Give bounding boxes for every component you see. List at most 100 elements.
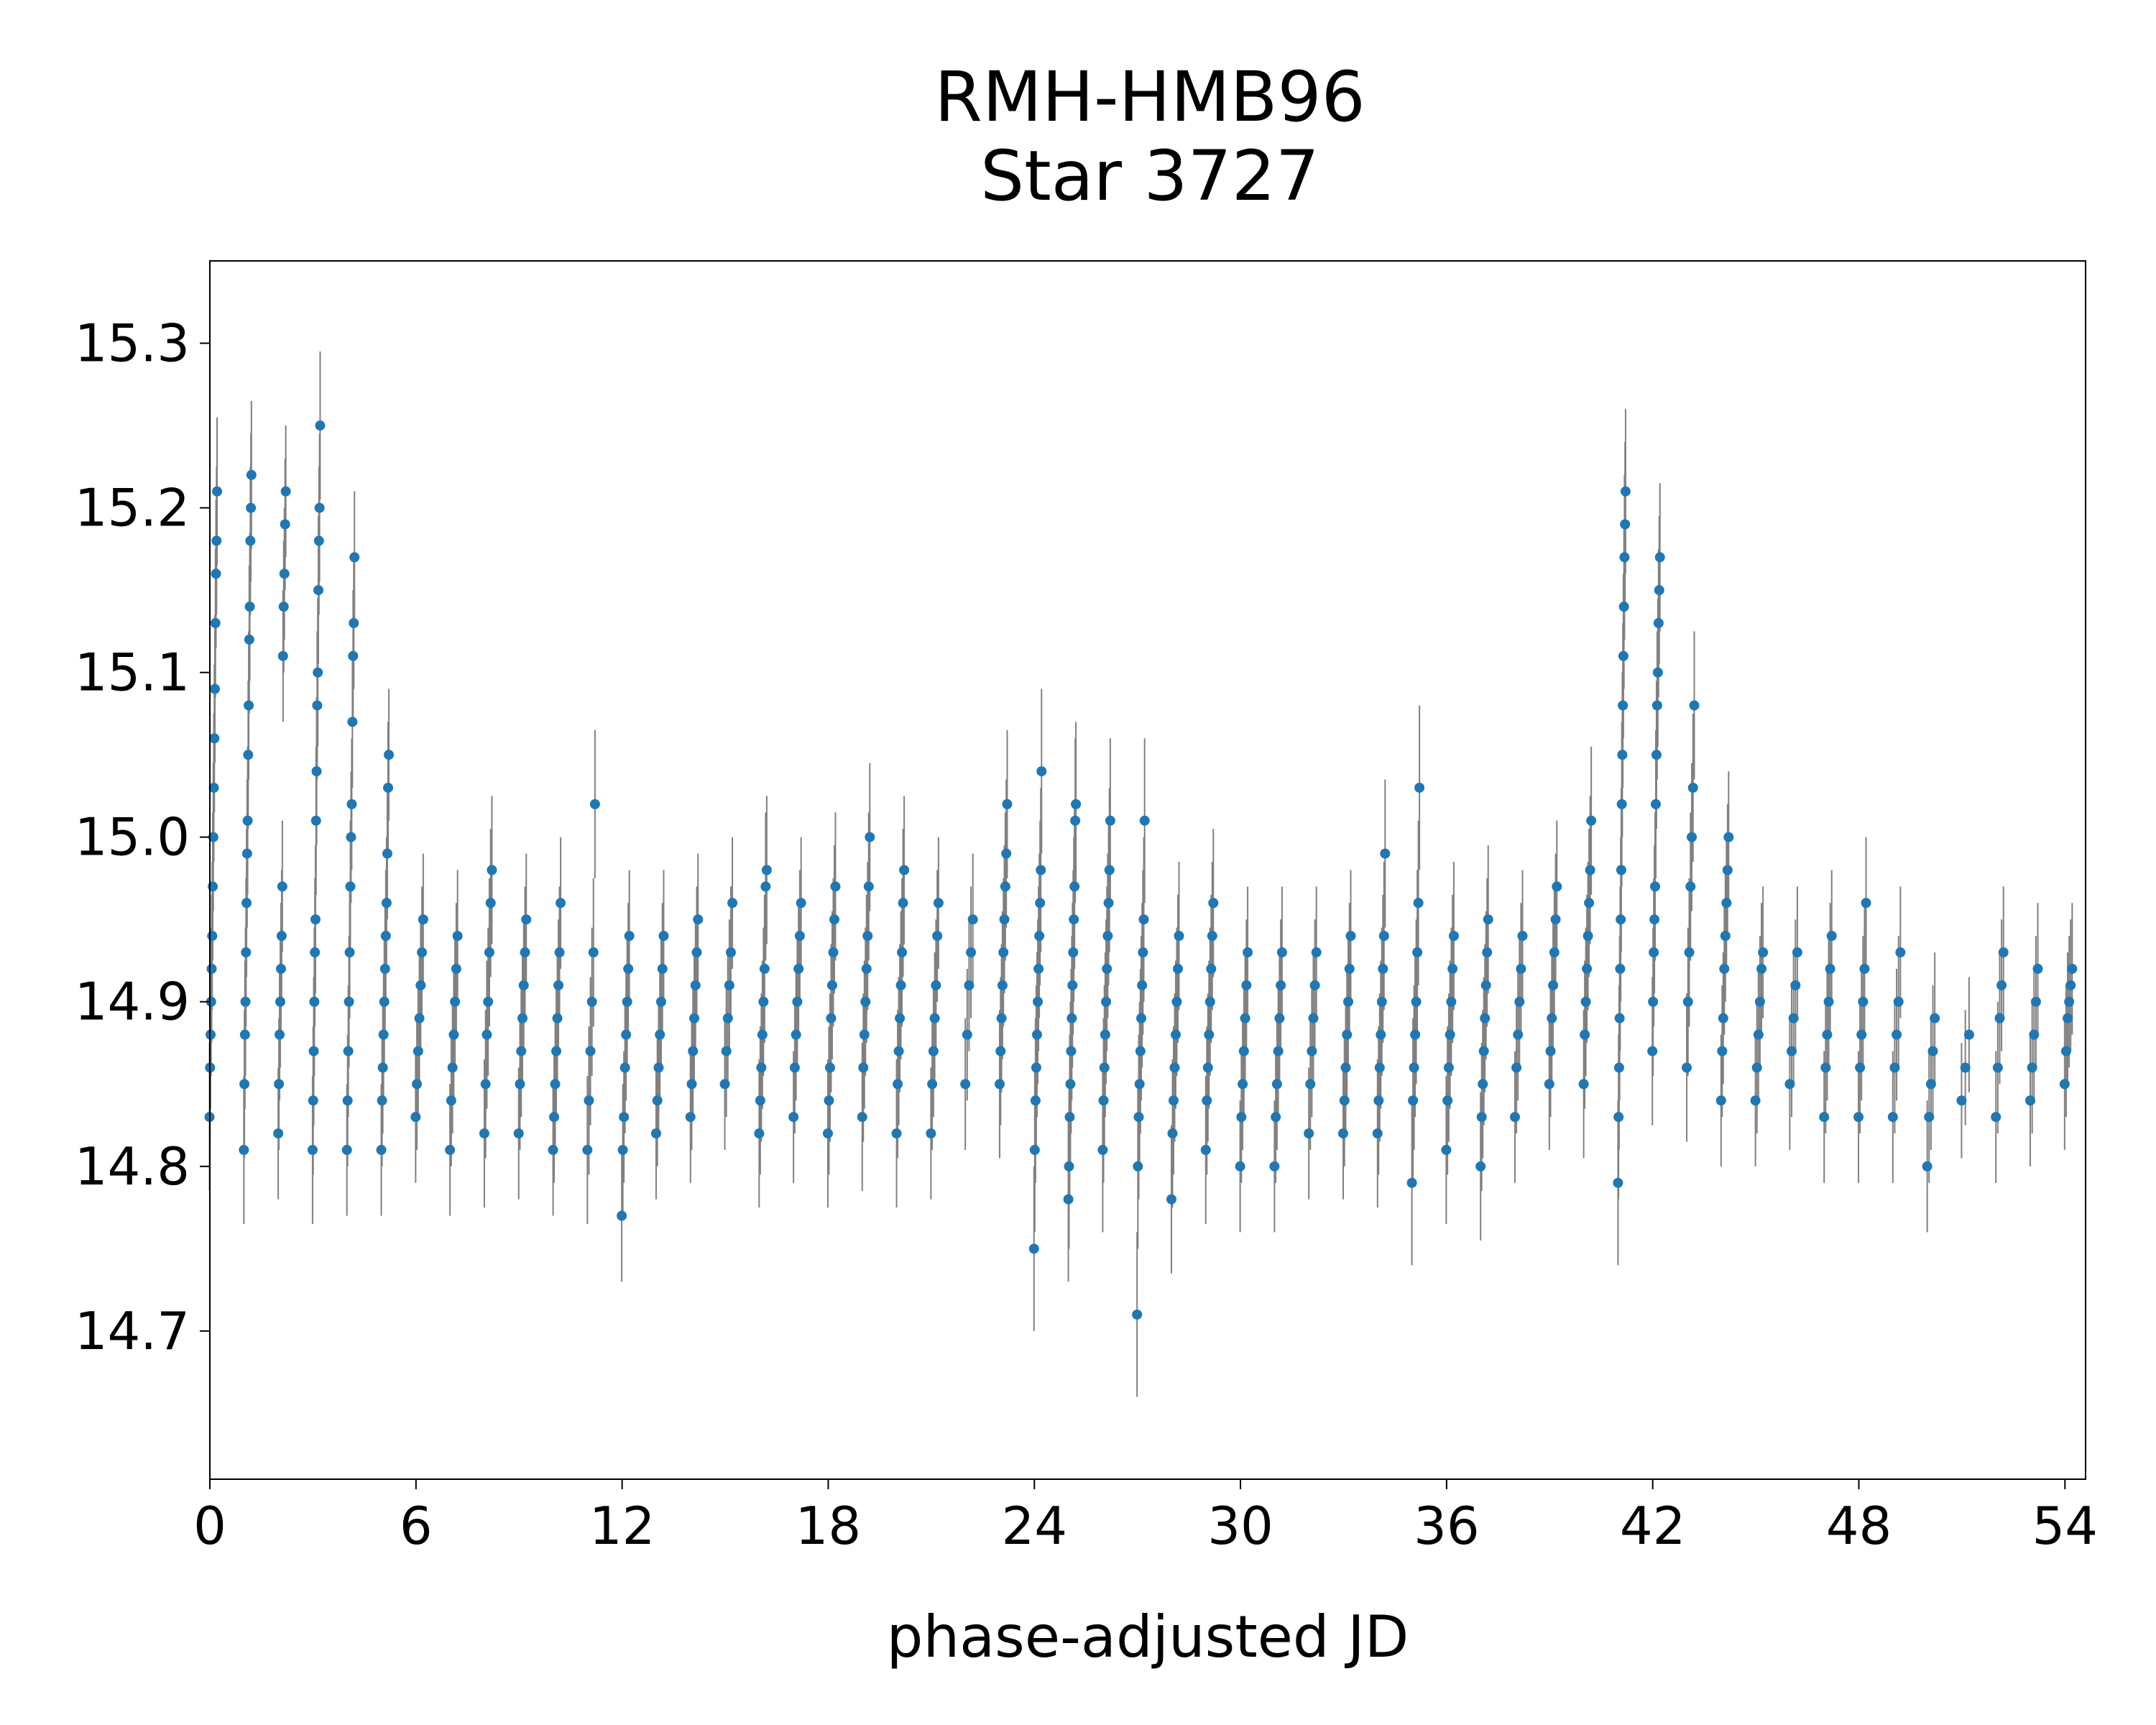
- data-point: [1443, 1062, 1454, 1073]
- data-point: [343, 1046, 354, 1057]
- data-point: [275, 996, 285, 1007]
- data-point: [1345, 931, 1356, 942]
- data-point: [1651, 700, 1662, 711]
- data-point: [1584, 898, 1595, 908]
- x-tick-label: 54: [2032, 1496, 2099, 1556]
- data-point: [346, 799, 357, 809]
- data-point: [479, 1128, 489, 1138]
- data-point: [2029, 1029, 2040, 1040]
- data-point: [1307, 1046, 1317, 1057]
- data-point: [275, 1029, 285, 1040]
- data-point: [1892, 1029, 1902, 1040]
- data-point: [997, 980, 1008, 990]
- data-point: [1445, 1029, 1455, 1040]
- data-point: [655, 1029, 665, 1040]
- data-point: [828, 947, 839, 958]
- data-point: [1202, 1062, 1213, 1073]
- data-point: [1616, 914, 1626, 925]
- data-point: [1070, 815, 1081, 826]
- data-point: [206, 996, 216, 1007]
- data-point: [1133, 1161, 1143, 1172]
- data-point: [1064, 1161, 1074, 1172]
- data-point: [347, 717, 358, 727]
- data-point: [382, 848, 392, 859]
- data-point: [2025, 1095, 2036, 1106]
- data-point: [209, 733, 220, 744]
- data-point: [1067, 1013, 1077, 1024]
- data-point: [582, 1144, 593, 1155]
- data-point: [1647, 1046, 1658, 1057]
- data-point: [1996, 980, 2007, 990]
- data-point: [1994, 1013, 2005, 1024]
- data-point: [521, 914, 532, 925]
- data-point: [313, 585, 324, 596]
- data-point: [1649, 914, 1660, 925]
- data-point: [761, 865, 772, 875]
- data-point: [549, 1112, 560, 1123]
- data-point: [1409, 1062, 1419, 1073]
- data-point: [1337, 1128, 1348, 1138]
- data-point: [863, 881, 874, 892]
- data-point: [1447, 963, 1458, 974]
- data-point: [1069, 881, 1080, 892]
- data-point: [1960, 1062, 1971, 1073]
- y-tick-label: 14.8: [75, 1136, 190, 1197]
- data-point: [1442, 1095, 1453, 1106]
- data-point: [1410, 1029, 1421, 1040]
- data-point: [1823, 996, 1834, 1007]
- data-point: [239, 1144, 249, 1155]
- data-point: [1856, 1029, 1867, 1040]
- data-point: [589, 799, 600, 809]
- data-point: [725, 947, 736, 958]
- x-tick-label: 24: [1001, 1496, 1067, 1556]
- data-point: [960, 1079, 971, 1090]
- data-point: [1238, 1079, 1248, 1090]
- data-point: [1859, 963, 1870, 974]
- data-point: [1483, 914, 1493, 925]
- data-point: [755, 1095, 765, 1106]
- data-point: [1412, 947, 1423, 958]
- data-point: [858, 1062, 869, 1073]
- data-point: [278, 602, 289, 612]
- data-point: [658, 931, 669, 942]
- data-point: [1618, 602, 1629, 612]
- data-point: [277, 881, 287, 892]
- data-point: [451, 963, 461, 974]
- data-point: [829, 914, 839, 925]
- data-point: [1000, 881, 1010, 892]
- y-tick-label: 15.0: [75, 807, 190, 868]
- data-point: [1035, 898, 1046, 908]
- data-point: [1723, 832, 1734, 842]
- data-point: [1372, 1128, 1383, 1138]
- data-point: [381, 898, 392, 908]
- data-point: [516, 1046, 527, 1057]
- data-point: [1513, 1029, 1524, 1040]
- data-point: [378, 1029, 389, 1040]
- data-point: [756, 1062, 767, 1073]
- data-point: [1618, 700, 1628, 711]
- data-point: [689, 1013, 700, 1024]
- data-point: [933, 898, 944, 908]
- data-point: [865, 832, 875, 842]
- data-point: [1441, 1144, 1452, 1155]
- data-point: [585, 1046, 596, 1057]
- data-point: [1413, 898, 1424, 908]
- data-point: [550, 1079, 561, 1090]
- data-point: [382, 782, 393, 793]
- data-point: [688, 1046, 699, 1057]
- data-point: [1822, 1029, 1833, 1040]
- data-point: [1170, 1029, 1181, 1040]
- data-point: [1029, 1144, 1040, 1155]
- data-point: [1001, 848, 1012, 859]
- data-point: [1649, 947, 1659, 958]
- data-point: [822, 1128, 833, 1138]
- data-point: [995, 1046, 1006, 1057]
- data-point: [275, 963, 286, 974]
- data-point: [1343, 996, 1354, 1007]
- data-point: [273, 1128, 284, 1138]
- data-point: [208, 832, 218, 842]
- data-point: [1174, 931, 1184, 942]
- data-point: [624, 931, 635, 942]
- data-point: [1687, 832, 1697, 842]
- data-point: [1276, 980, 1286, 990]
